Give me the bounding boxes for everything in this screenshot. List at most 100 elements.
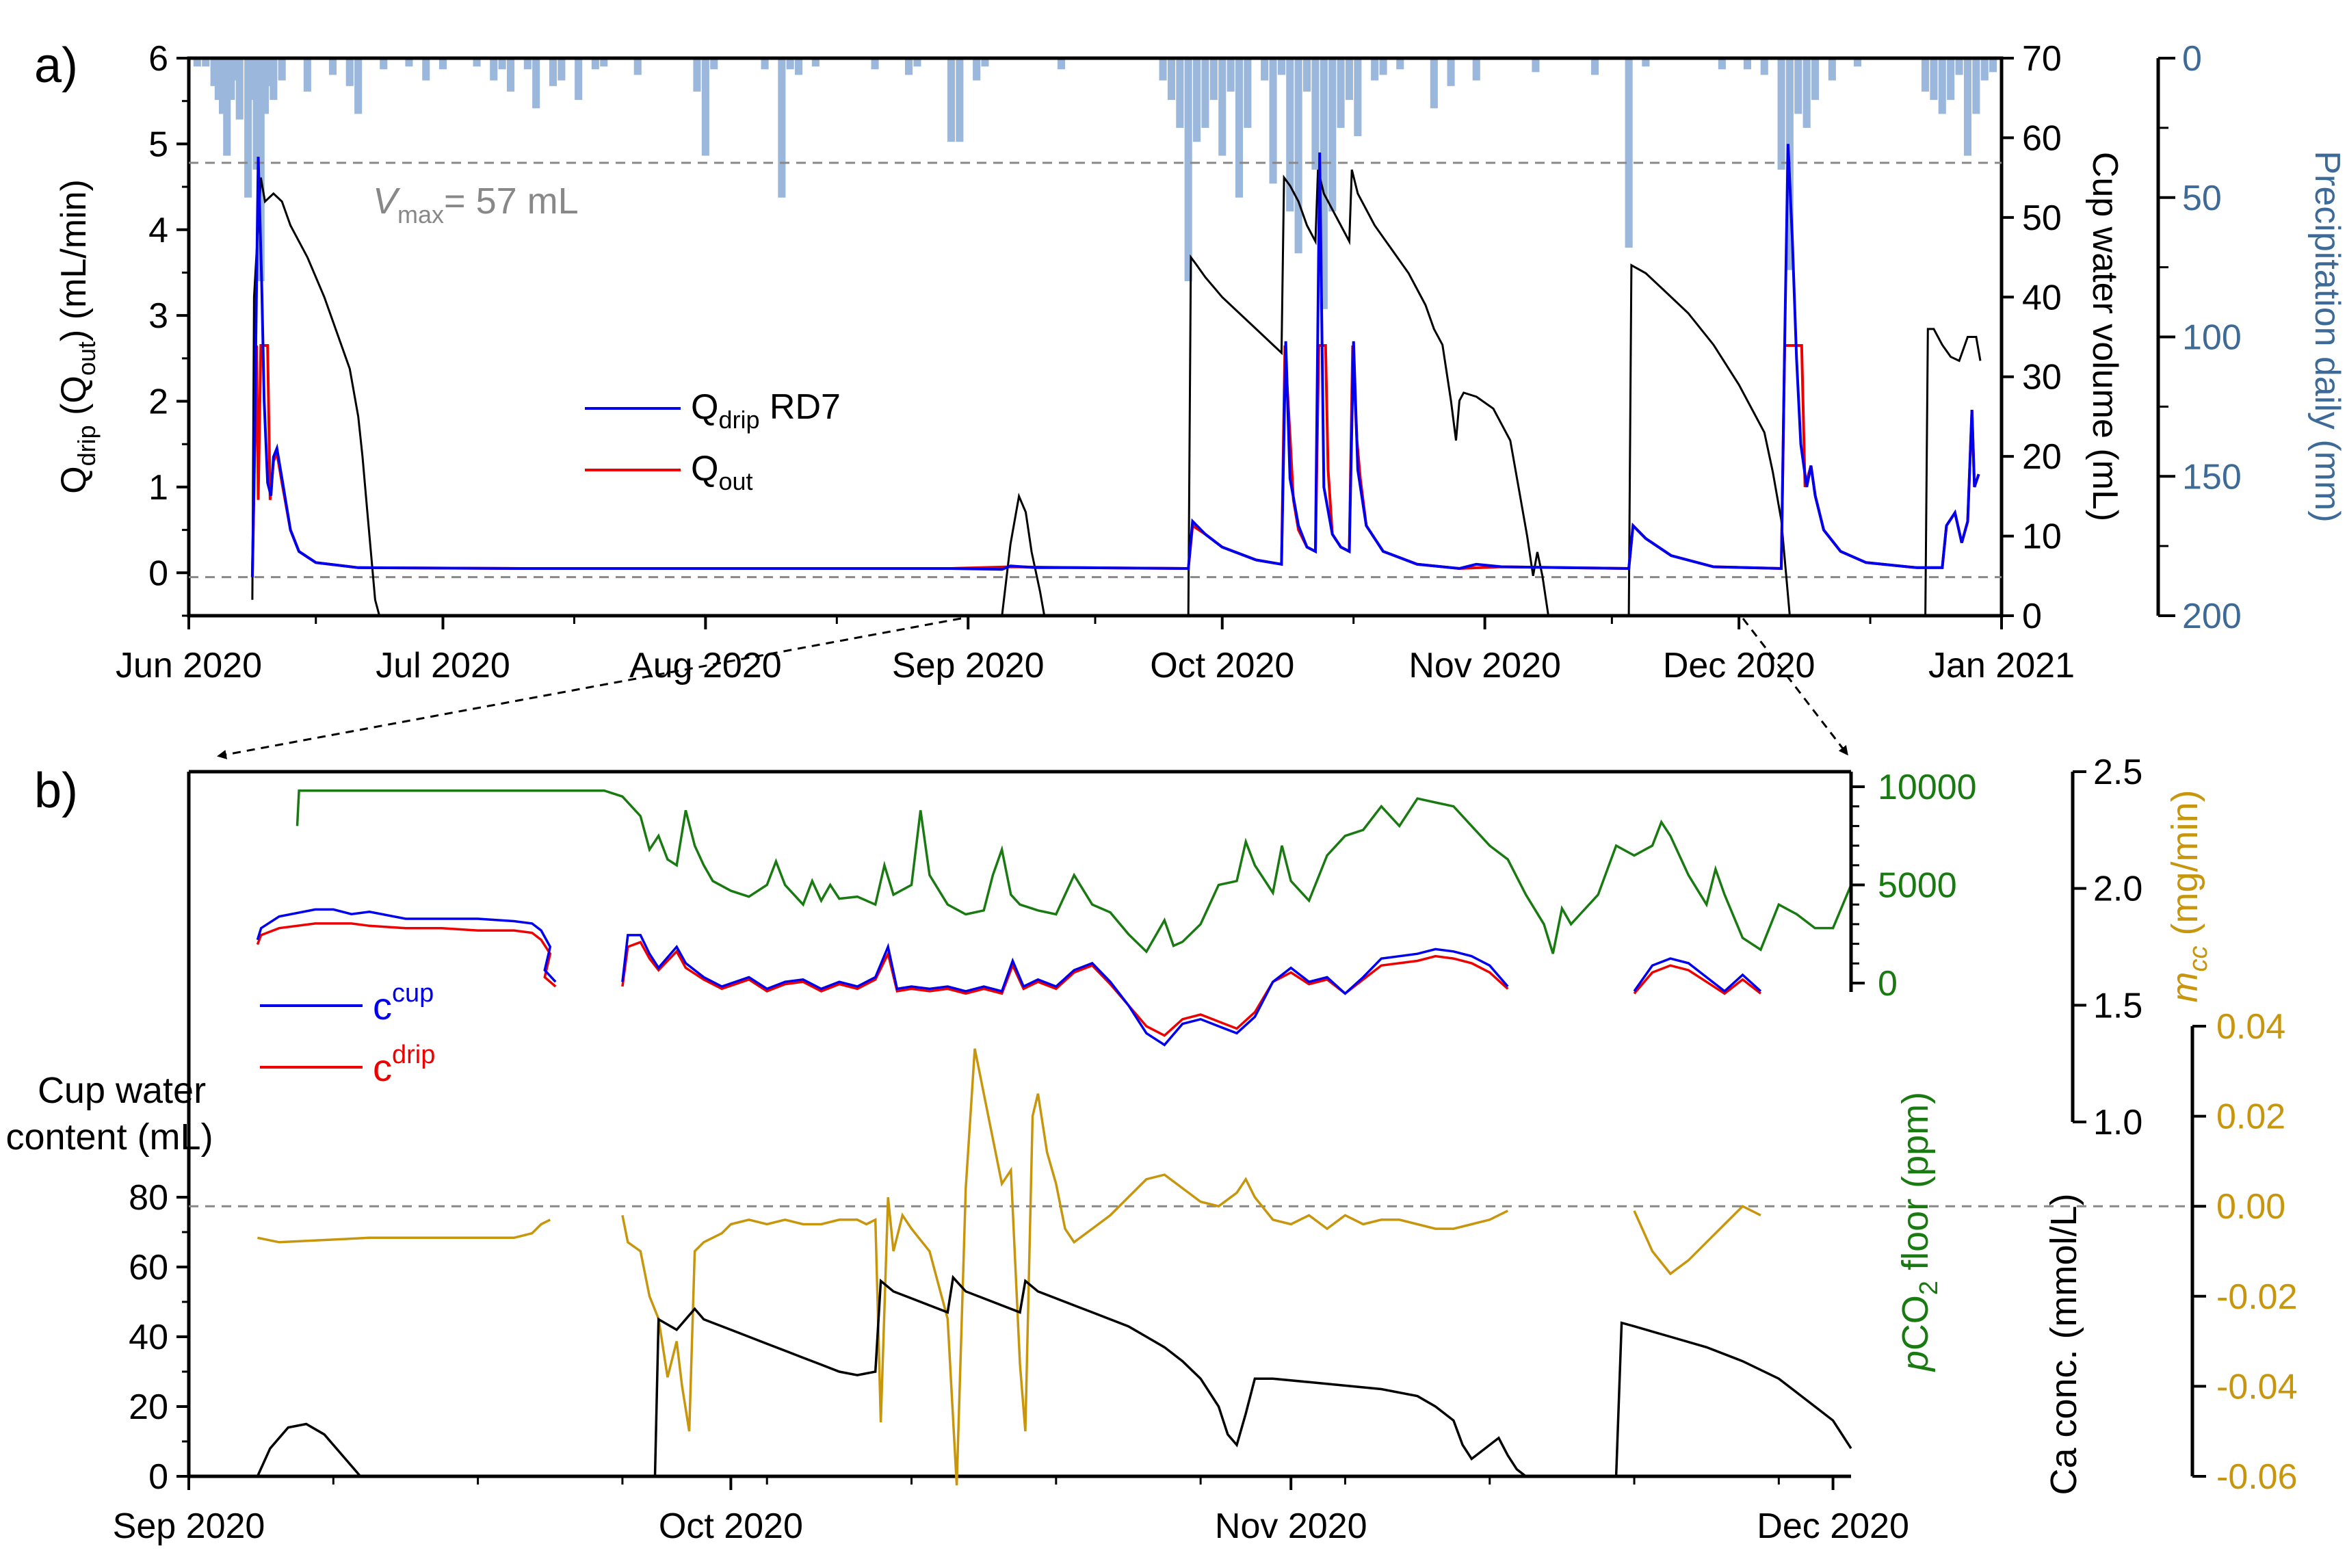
precip-bar (1930, 58, 1938, 101)
panel-b-mcc-ticks: -0.06 -0.04 -0.02 0.00 0.02 0.04 (2192, 1007, 2298, 1497)
precip-bar (223, 58, 231, 156)
tick-label: 6 (148, 39, 168, 79)
precip-bar (973, 58, 981, 81)
tick-label: 50 (2022, 198, 2062, 238)
series-line-ccup (256, 908, 1762, 1047)
precip-bar (1218, 58, 1227, 156)
precip-bar (473, 58, 481, 67)
tick-label: Nov 2020 (1215, 1506, 1367, 1546)
tick-label: 2 (148, 382, 168, 422)
precip-bar (1989, 58, 1997, 73)
tick-label: Dec 2020 (1757, 1506, 1909, 1546)
precip-bar (214, 58, 222, 101)
precip-bar (498, 58, 506, 70)
series-line-qdrip (250, 144, 1980, 577)
tick-label: 80 (129, 1178, 168, 1218)
precip-bar (1345, 58, 1353, 101)
precip-bar (1828, 58, 1836, 81)
tick-label: Sep 2020 (892, 646, 1045, 685)
precip-bar (1201, 58, 1209, 128)
legend-label-qdrip: Qdrip RD7 (691, 387, 841, 434)
tick-label: Jul 2020 (376, 646, 510, 685)
tick-label: 0 (1878, 964, 1898, 1004)
precip-bar (257, 58, 265, 281)
tick-label: 70 (2022, 39, 2062, 79)
panel-a-right2-ticks: 0 50 100 150 200 (2158, 39, 2242, 636)
precip-bar (871, 58, 879, 70)
tick-label: 20 (2022, 437, 2062, 477)
precip-bar (1532, 58, 1540, 73)
tick-label: Dec 2020 (1663, 646, 1815, 685)
zoom-connectors (217, 617, 1848, 759)
precip-bar (1277, 58, 1285, 75)
precip-bar (252, 58, 261, 170)
precip-bar (1963, 58, 1971, 156)
tick-label: 200 (2182, 597, 2242, 636)
tick-label: 60 (2022, 118, 2062, 158)
precip-bar (265, 58, 274, 86)
tick-label: Oct 2020 (1150, 646, 1294, 685)
precip-bar (591, 58, 599, 70)
precip-bar (693, 58, 701, 92)
tick-label: 5 (148, 125, 168, 164)
precip-bar (1811, 58, 1820, 101)
tick-label: 50 (2182, 179, 2222, 218)
panel-a-series (250, 144, 1982, 617)
precip-bar (202, 58, 210, 67)
precip-bar (261, 58, 269, 114)
precip-bar (1472, 58, 1480, 81)
precip-bar (795, 58, 803, 75)
panel-b-ca-ticks: 1.0 1.5 2.0 2.5 (2073, 753, 2142, 1142)
panel-b-pco2-ticks: 0 5000 10000 (1851, 768, 1977, 1004)
precip-bar (701, 58, 709, 156)
precip-bar (1159, 58, 1167, 81)
tick-label: Oct 2020 (659, 1506, 803, 1546)
tick-label: -0.02 (2216, 1277, 2298, 1317)
panel-a-right1-ticks: 0 10 20 30 40 50 60 70 (2002, 39, 2062, 636)
panel-b-left-ticks: 0 20 40 60 80 (129, 1178, 189, 1497)
tick-label: 0.02 (2216, 1097, 2285, 1137)
precip-bar (1354, 58, 1362, 137)
tick-label: Jan 2021 (1928, 646, 2075, 685)
precip-bar (219, 58, 227, 114)
zoom-arrow-left (217, 617, 962, 759)
tick-label: 0.00 (2216, 1187, 2285, 1227)
tick-label: 20 (129, 1387, 168, 1427)
precip-bar (193, 58, 201, 67)
precip-bar (575, 58, 583, 101)
precip-bar (345, 58, 354, 86)
panel-b-left-axis-label-line1: Cup water (38, 1070, 206, 1111)
tick-label: 60 (129, 1248, 168, 1288)
panel-b-pco2-axis-label: pCO2 floor (ppm) (1895, 1092, 1943, 1372)
panel-b-mcc-axis-label: mcc (mg/min) (2164, 790, 2213, 1003)
tick-label: 150 (2182, 457, 2242, 497)
precip-bar (1057, 58, 1065, 70)
precip-bar (1802, 58, 1811, 128)
precip-bar (1625, 58, 1633, 248)
tick-label: 100 (2182, 318, 2242, 358)
precip-bar (1642, 58, 1650, 67)
precip-bar (1938, 58, 1946, 114)
panel-a-right1-axis-label: Cup water volume (mL) (2085, 152, 2125, 521)
precip-bar (811, 58, 820, 67)
precip-bar (600, 58, 608, 67)
precip-bar (354, 58, 363, 114)
precip-bar (1303, 58, 1311, 92)
tick-label: 1.0 (2093, 1103, 2142, 1142)
tick-label: 0 (2182, 39, 2202, 79)
series-line-pco2 (296, 789, 1852, 954)
precip-bar (1184, 58, 1192, 281)
series-line-mcc (257, 1048, 1761, 1486)
precip-bar (1379, 58, 1387, 75)
precip-bar (380, 58, 388, 70)
panel-a: a) 0 1 2 3 4 5 6 Qdrip (Qout) (mL/min) 0 10 20 30… (34, 38, 2347, 685)
tick-label: Sep 2020 (113, 1506, 265, 1546)
series-line-cup-volume (251, 169, 1982, 617)
tick-label: 2.5 (2093, 753, 2142, 792)
tick-label: 10000 (1878, 768, 1977, 807)
tick-label: 0 (148, 1457, 168, 1497)
precip-bar (1328, 58, 1337, 212)
precip-bar (1760, 58, 1768, 75)
precip-bar (1286, 58, 1294, 212)
precip-bar (523, 58, 532, 70)
